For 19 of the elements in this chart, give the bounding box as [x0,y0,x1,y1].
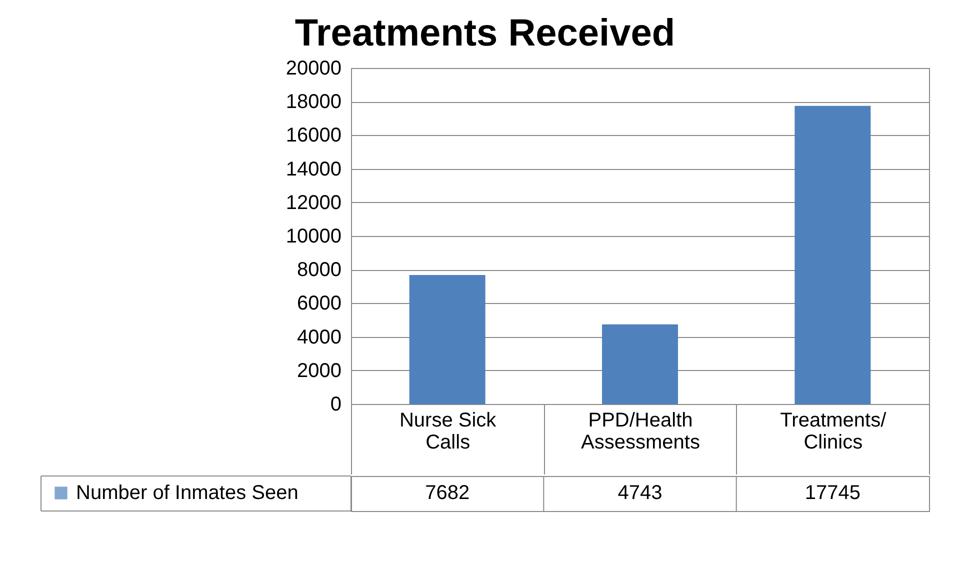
chart-title: Treatments Received [294,12,676,54]
y-tick-label: 2000 [297,360,342,382]
x-tick-label: PPD/Health Assessments [581,410,700,454]
y-tick-label: 20000 [286,58,342,80]
legend-label: Number of Inmates Seen [76,482,298,504]
y-tick-label: 8000 [297,259,342,282]
data-label: 17745 [804,482,860,504]
y-tick-label: 14000 [286,158,342,180]
x-tick-label: Treatments/Clinics [780,410,887,454]
y-tick-label: 16000 [286,124,342,147]
y-tick-label: 0 [330,394,342,416]
y-tick-label: 10000 [286,226,342,248]
data-label: 4743 [618,482,662,504]
y-tick-label: 6000 [297,292,342,315]
y-tick-label: 18000 [286,91,342,114]
y-tick-label: 12000 [286,192,342,214]
y-tick-label: 4000 [297,326,342,348]
x-tick-label: Nurse Sick Calls [399,410,498,454]
data-label: 7682 [425,482,470,504]
